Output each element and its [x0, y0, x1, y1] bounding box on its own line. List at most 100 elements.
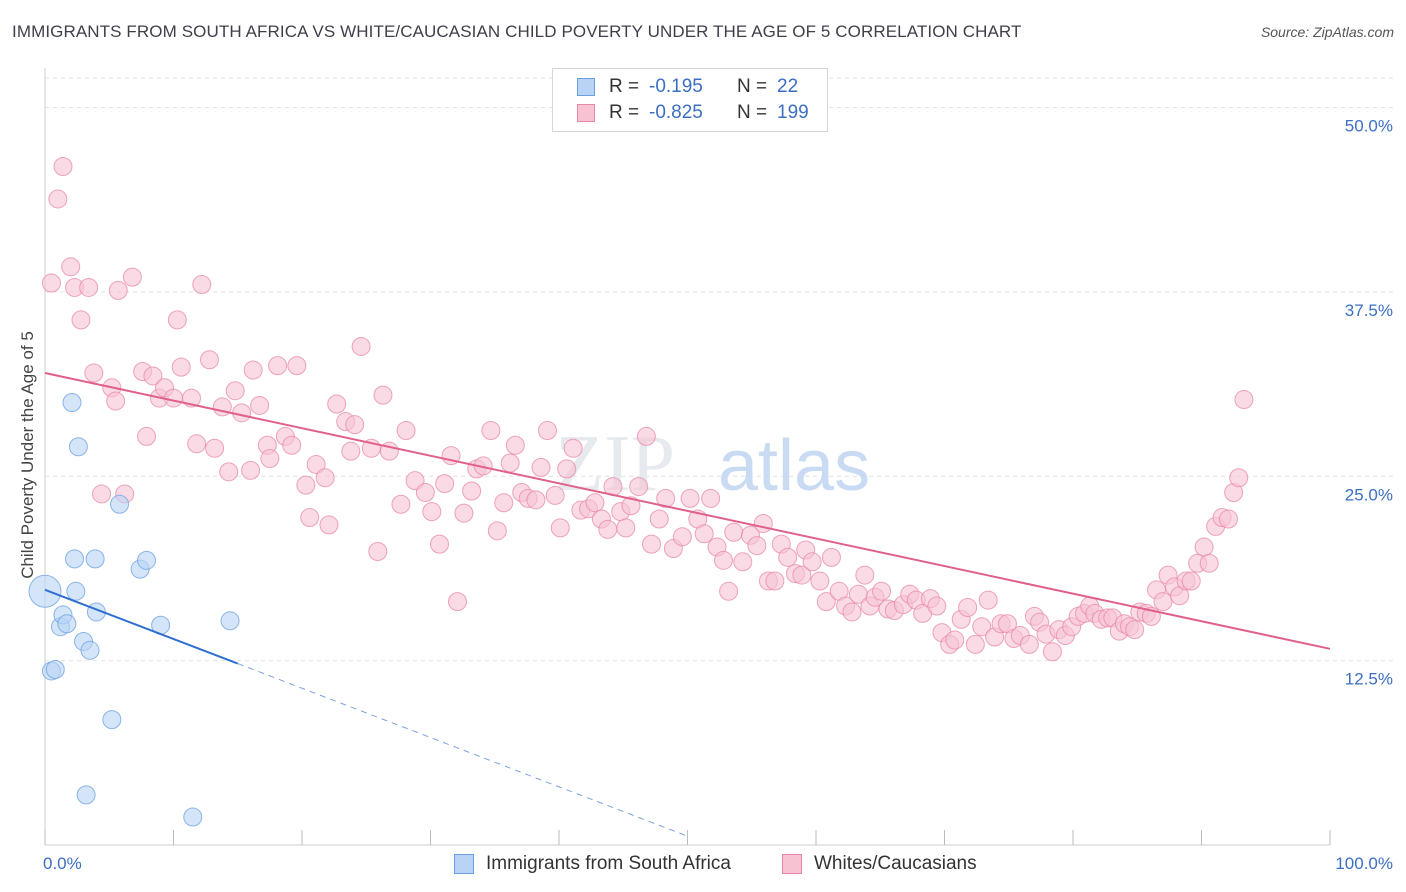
y-tick-label: 50.0% — [1345, 117, 1393, 136]
r-label: R = — [609, 76, 640, 97]
whites-point — [965, 634, 985, 654]
immigrants-point — [28, 574, 62, 608]
whites-point — [537, 421, 557, 441]
whites-point — [205, 438, 225, 458]
whites-point — [187, 434, 207, 454]
whites-point — [621, 496, 641, 516]
immigrants-point — [68, 437, 88, 457]
immigrants-point — [110, 494, 130, 514]
whites-point — [368, 541, 388, 561]
whites-point — [701, 488, 721, 508]
immigrants-point — [62, 393, 82, 412]
whites-point — [41, 273, 61, 293]
n-value: 199 — [777, 102, 809, 123]
immigrants-point — [102, 710, 122, 730]
whites-point — [143, 366, 163, 386]
immigrants-point — [66, 581, 86, 601]
whites-point — [927, 596, 947, 616]
whites-point — [260, 449, 280, 469]
whites-point — [241, 460, 261, 480]
legend-item-whites[interactable]: Whites/Caucasians — [782, 852, 977, 876]
whites-point — [792, 565, 812, 585]
immigrants-point — [85, 549, 105, 569]
whites-point — [341, 441, 361, 461]
whites-point — [557, 459, 577, 479]
whites-point — [1218, 509, 1238, 529]
whites-point — [61, 257, 81, 277]
x-tick-label: 100.0% — [1335, 854, 1393, 873]
whites-point — [1153, 592, 1173, 612]
whites-point — [108, 280, 128, 300]
whites-point — [972, 617, 992, 637]
n-label: N = — [737, 76, 768, 97]
watermark-atlas: atlas — [718, 426, 870, 506]
legend-swatch-whites — [782, 854, 802, 874]
whites-point — [435, 474, 455, 494]
whites-point — [306, 454, 326, 474]
immigrants-point — [220, 611, 240, 631]
whites-point — [765, 571, 785, 591]
whites-point — [694, 524, 714, 544]
r-value: -0.825 — [649, 102, 703, 123]
whites-point — [219, 462, 239, 482]
immigrants-point — [137, 550, 157, 570]
whites-point — [429, 534, 449, 554]
whites-point — [327, 394, 347, 414]
whites-point — [672, 527, 692, 547]
whites-point — [122, 267, 142, 287]
y-tick-label: 12.5% — [1345, 670, 1393, 689]
whites-point — [167, 310, 187, 330]
whites-point — [447, 592, 467, 612]
whites-point — [550, 518, 570, 538]
whites-point — [345, 415, 365, 435]
immigrants-point — [80, 640, 100, 660]
source-credit: Source: ZipAtlas.com — [1260, 24, 1394, 40]
whites-point — [642, 534, 662, 554]
legend-item-immigrants[interactable]: Immigrants from South Africa — [454, 852, 731, 876]
whites-point — [462, 481, 482, 501]
whites-point — [171, 357, 191, 377]
whites-point — [545, 485, 565, 505]
stats-row-immigrants: R = -0.195 N = 22 — [577, 75, 798, 99]
immigrants-point — [76, 785, 96, 805]
whites-point — [268, 356, 288, 376]
whites-point — [821, 547, 841, 567]
whites-point — [300, 508, 320, 528]
immigrants-point — [65, 549, 85, 569]
whites-point — [724, 522, 744, 542]
whites-point — [945, 630, 965, 650]
whites-point — [296, 475, 316, 495]
whites-point — [629, 477, 649, 497]
whites-point — [373, 385, 393, 405]
whites-point — [855, 565, 875, 585]
whites-point — [636, 426, 656, 446]
n-label: N = — [737, 102, 768, 123]
whites-point — [287, 356, 307, 376]
stats-swatch-whites — [577, 104, 595, 122]
immigrants-trend-line — [44, 588, 239, 665]
whites-point — [481, 421, 501, 441]
whites-point — [53, 157, 73, 176]
whites-point — [747, 536, 767, 556]
whites-point — [872, 581, 892, 601]
trend-lines — [44, 372, 1331, 837]
legend-swatch-immigrants — [454, 854, 474, 874]
legend-label-immigrants: Immigrants from South Africa — [486, 853, 731, 874]
whites-point — [842, 602, 862, 622]
whites-point — [84, 363, 104, 383]
whites-point — [531, 457, 551, 477]
tick-labels: 12.5% 25.0% 37.5% 50.0% 0.0% 100.0% — [43, 117, 1393, 874]
whites-point — [1042, 642, 1062, 662]
correlation-stats: R = -0.195 N = 22 R = -0.825 N = 199 — [552, 68, 828, 132]
whites-point — [192, 275, 212, 294]
whites-point — [137, 426, 157, 446]
whites-point — [816, 592, 836, 612]
immigrants-point — [45, 659, 65, 679]
whites-trend-line — [44, 372, 1331, 650]
whites-point — [563, 438, 583, 458]
y-tick-label: 25.0% — [1345, 485, 1393, 504]
axes — [44, 68, 1331, 846]
whites-point — [598, 519, 618, 539]
legend-label-whites: Whites/Caucasians — [814, 853, 977, 874]
